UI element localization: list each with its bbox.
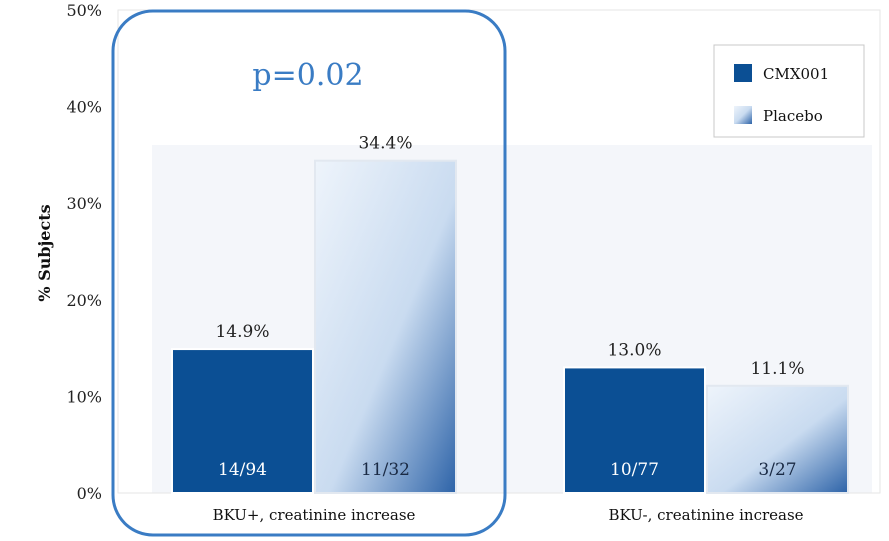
category-label: BKU+, creatinine increase [213,506,416,524]
y-tick-label: 30% [66,194,102,213]
count-label: 14/94 [218,460,267,480]
y-tick-label: 20% [66,291,102,310]
bar-placebo-1 [706,384,849,494]
legend-label-cmx001: CMX001 [763,65,829,83]
data-label: 13.0% [607,340,661,360]
count-label: 10/77 [610,460,659,480]
data-label: 14.9% [215,322,269,342]
y-tick-label: 50% [66,1,102,20]
data-labels: 14.9% 14/94 34.4% 11/32 13.0% 10/77 11.1% 3/27 [215,134,804,480]
p-value-label: p=0.02 [252,58,363,93]
data-label: 34.4% [358,134,412,154]
y-axis-label: % Subjects [35,204,54,301]
y-tick-labels: 0% 10% 20% 30% 40% 50% [66,1,102,503]
category-labels: BKU+, creatinine increase BKU-, creatinin… [213,506,804,524]
y-tick-label: 10% [66,387,102,406]
legend-swatch-cmx001 [734,64,752,82]
y-tick-label: 0% [77,484,102,503]
bar-cmx001-1 [563,366,706,495]
significance-annotation: p=0.02 [111,9,507,537]
count-label: 11/32 [361,460,410,480]
bars [171,159,849,495]
bar-placebo-0 [314,159,457,494]
plot-frame [117,9,881,494]
y-tick-label: 40% [66,98,102,117]
data-label: 11.1% [750,359,804,379]
category-label: BKU-, creatinine increase [608,506,803,524]
legend-label-placebo: Placebo [763,107,823,125]
annotation-box [111,9,507,537]
legend-swatch-placebo [734,106,752,124]
bar-cmx001-0 [171,348,314,495]
count-label: 3/27 [758,460,796,480]
legend: CMX001 Placebo [713,44,865,138]
